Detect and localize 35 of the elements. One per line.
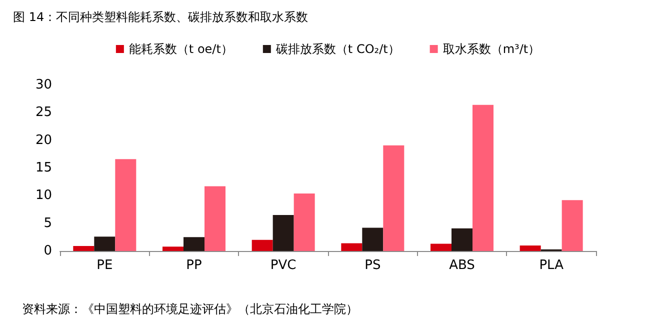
x-tick-label: PS bbox=[364, 258, 381, 273]
bar bbox=[272, 215, 294, 251]
bar bbox=[362, 228, 384, 251]
x-tick-label: PLA bbox=[539, 258, 564, 273]
y-tick-label: 5 bbox=[44, 216, 52, 231]
bar bbox=[430, 244, 452, 251]
bar bbox=[73, 246, 94, 251]
bar bbox=[204, 186, 226, 251]
bar bbox=[252, 240, 273, 251]
y-tick-label: 20 bbox=[35, 132, 52, 148]
x-tick-label: PVC bbox=[270, 258, 296, 273]
x-tick-label: ABS bbox=[449, 258, 475, 273]
legend-label: 能耗系数（t oe/t） bbox=[128, 42, 233, 56]
y-tick-label: 25 bbox=[35, 105, 52, 120]
bar bbox=[94, 236, 116, 251]
bar bbox=[294, 193, 315, 251]
legend-label: 碳排放系数（t CO₂/t） bbox=[274, 42, 400, 56]
y-tick-label: 10 bbox=[35, 188, 52, 204]
text: 资料来源：《中国塑料的环境足迹评估》（北京石油化工学院） bbox=[22, 302, 358, 316]
bar bbox=[472, 104, 494, 251]
legend-label: 取水系数（m³/t） bbox=[442, 42, 540, 56]
bar bbox=[383, 145, 404, 251]
bar bbox=[115, 159, 136, 251]
bar bbox=[562, 200, 583, 251]
y-tick-label: 0 bbox=[44, 244, 52, 258]
bar bbox=[162, 246, 184, 251]
chart-title: 图 14：不同种类塑料能耗系数、碳排放系数和取水系数 bbox=[13, 10, 308, 24]
bar bbox=[520, 245, 541, 251]
x-tick-label: PP bbox=[186, 258, 202, 273]
bar bbox=[184, 237, 204, 251]
x-tick-label: PE bbox=[96, 258, 113, 273]
bar bbox=[452, 228, 472, 251]
y-tick-label: 15 bbox=[35, 160, 52, 176]
bar bbox=[341, 243, 362, 251]
y-tick-label: 30 bbox=[35, 78, 52, 92]
